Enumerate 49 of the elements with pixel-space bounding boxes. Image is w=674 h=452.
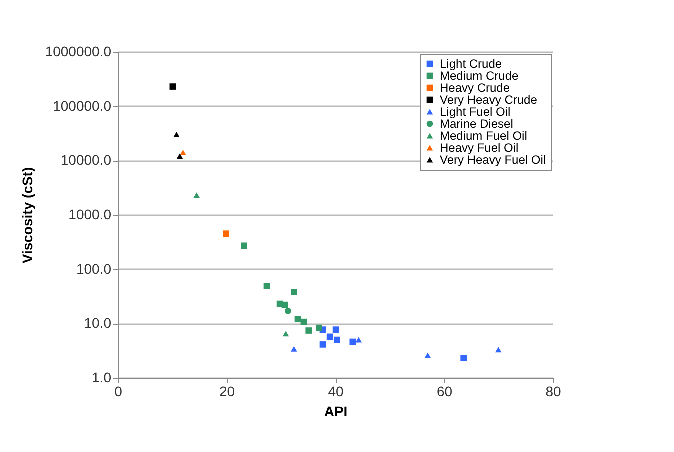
point <box>176 154 184 160</box>
point <box>460 355 467 362</box>
point <box>334 336 340 344</box>
point <box>282 302 288 308</box>
point <box>223 230 230 238</box>
legend-label: Light Crude <box>440 57 502 71</box>
legend-label: Very Heavy Crude <box>440 93 538 107</box>
legend-label: Medium Crude <box>440 69 520 83</box>
x-tick-label: 20 <box>219 384 236 400</box>
point <box>180 150 186 156</box>
point <box>320 342 326 348</box>
point <box>306 328 312 334</box>
legend-label: Marine Diesel <box>440 117 514 131</box>
point <box>282 331 290 337</box>
x-tick-label: 0 <box>114 384 123 400</box>
y-tick-label: 10.0 <box>84 315 112 332</box>
point <box>264 283 270 290</box>
point <box>356 337 362 343</box>
y-tick-label: 100000.0 <box>53 98 112 114</box>
legend-label: Medium Fuel Oil <box>440 129 528 143</box>
legend-label: Very Heavy Fuel Oil <box>440 153 546 167</box>
point <box>291 289 298 296</box>
x-tick-label: 60 <box>436 384 453 400</box>
point <box>285 308 292 314</box>
legend-label: Heavy Crude <box>440 81 510 95</box>
point <box>291 346 298 352</box>
point <box>424 352 432 358</box>
y-tick-label: 1000000.0 <box>45 44 112 60</box>
point <box>350 338 356 346</box>
x-tick-label: 80 <box>546 384 562 400</box>
point <box>240 242 248 250</box>
legend-label: Heavy Fuel Oil <box>440 141 519 155</box>
x-tick-label: 40 <box>328 384 344 400</box>
point <box>316 324 322 332</box>
point <box>326 334 334 340</box>
point <box>294 316 302 323</box>
point <box>300 318 308 326</box>
legend-label: Light Fuel Oil <box>440 105 511 119</box>
y-tick-label: 1000.0 <box>68 206 112 222</box>
y-axis-title: Viscosity (cSt) <box>19 167 36 264</box>
point <box>332 326 340 333</box>
y-tick-label: 1.0 <box>92 370 112 386</box>
point <box>495 347 502 353</box>
point <box>194 192 200 198</box>
x-axis-title: API <box>324 404 348 420</box>
point <box>170 84 176 90</box>
y-tick-label: 100.0 <box>76 260 112 277</box>
point <box>174 132 180 138</box>
y-tick-label: 10000.0 <box>60 152 112 168</box>
